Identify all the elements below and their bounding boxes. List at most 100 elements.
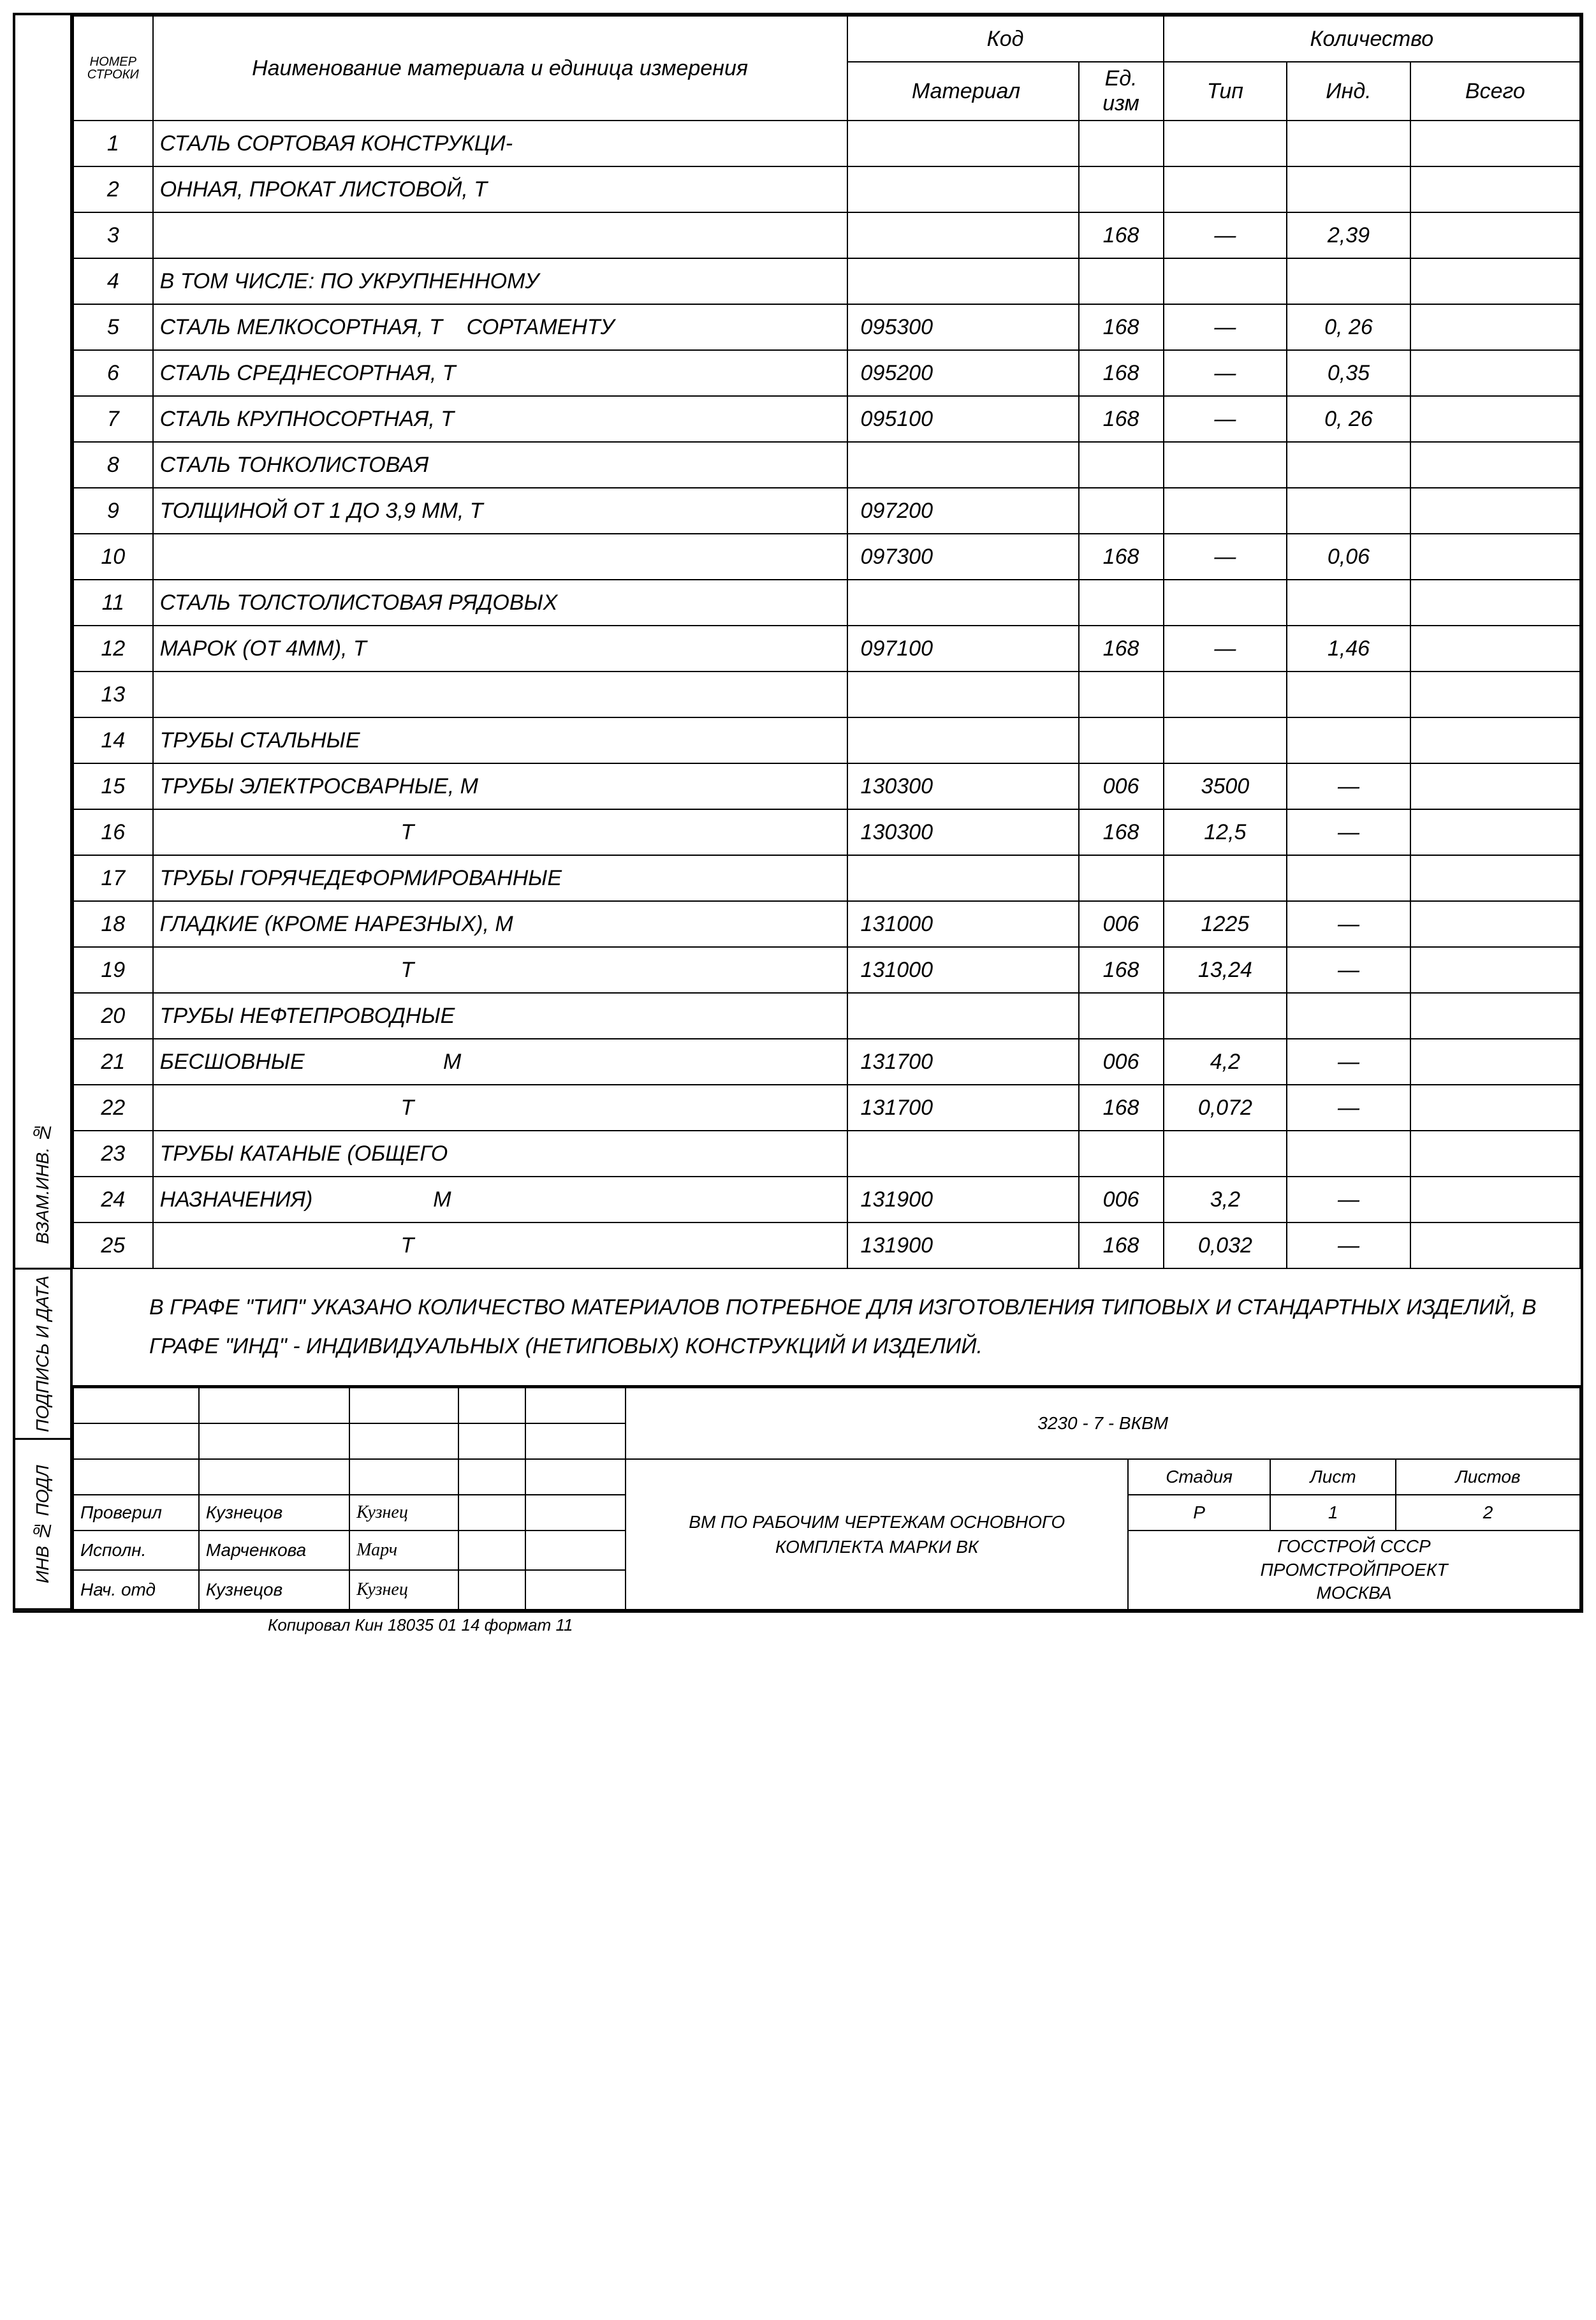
row-number: 25 [73,1222,153,1268]
row-number: 17 [73,855,153,901]
qty-ind [1287,672,1410,717]
material-name: Сталь сортовая конструкци- [153,121,847,166]
qty-ind: 0, 26 [1287,304,1410,350]
qty-tip: 4,2 [1164,1039,1287,1085]
qty-total [1410,166,1580,212]
qty-total [1410,626,1580,672]
name-head: Кузнецов [199,1570,349,1610]
row-number: 18 [73,901,153,947]
col-header-unit: Ед. изм [1079,62,1164,121]
qty-ind: 0,35 [1287,350,1410,396]
unit-code: 168 [1079,626,1164,672]
document-description: ВМ по рабочим чертежам основного комплек… [626,1459,1128,1609]
qty-total [1410,350,1580,396]
row-number: 9 [73,488,153,534]
row-number: 5 [73,304,153,350]
material-name: т [153,1085,847,1131]
material-code: 131900 [847,1177,1079,1222]
qty-total [1410,901,1580,947]
table-row: 12марок (от 4мм), т097100168—1,46 [73,626,1580,672]
material-code: 097200 [847,488,1079,534]
qty-tip [1164,166,1287,212]
qty-tip [1164,672,1287,717]
qty-total [1410,396,1580,442]
qty-total [1410,809,1580,855]
qty-ind: — [1287,901,1410,947]
row-number: 7 [73,396,153,442]
material-code [847,258,1079,304]
unit-code [1079,580,1164,626]
material-name: Сталь мелкосортная, т сортаменту [153,304,847,350]
qty-ind [1287,855,1410,901]
margin-spacer [15,15,70,1099]
qty-total [1410,993,1580,1039]
row-number: 12 [73,626,153,672]
table-row: 17Трубы горячедеформированные [73,855,1580,901]
sheet-value: 1 [1270,1495,1396,1531]
material-code: 130300 [847,763,1079,809]
left-binding-margin: Взам.инв. № Подпись и дата Инв № подл [15,15,73,1610]
qty-ind: — [1287,1177,1410,1222]
material-name: Трубы стальные [153,717,847,763]
sig-checked: Кузнец [349,1495,458,1531]
row-number: 22 [73,1085,153,1131]
table-row: 6Сталь среднесортная, т095200168—0,35 [73,350,1580,396]
material-code: 130300 [847,809,1079,855]
table-row: 15Трубы электросварные, м1303000063500— [73,763,1580,809]
qty-ind: — [1287,763,1410,809]
qty-ind [1287,488,1410,534]
col-header-total: Всего [1410,62,1580,121]
material-code [847,672,1079,717]
qty-ind [1287,121,1410,166]
col-header-material: Материал [847,62,1079,121]
material-code: 131000 [847,901,1079,947]
qty-total [1410,672,1580,717]
qty-tip: 3,2 [1164,1177,1287,1222]
material-code: 131700 [847,1085,1079,1131]
unit-code [1079,488,1164,534]
row-number: 19 [73,947,153,993]
qty-ind [1287,258,1410,304]
material-name: Сталь крупносортная, т [153,396,847,442]
material-name: Трубы электросварные, м [153,763,847,809]
material-name [153,672,847,717]
row-number: 14 [73,717,153,763]
unit-code [1079,993,1164,1039]
material-name: Трубы горячедеформированные [153,855,847,901]
org-line1: Госстрой СССР [1277,1536,1430,1556]
main-content: Номер строки Наименование материала и ед… [73,15,1581,1610]
table-row: 3168—2,39 [73,212,1580,258]
margin-cell-sign-date: Подпись и дата [15,1270,70,1440]
row-number: 24 [73,1177,153,1222]
row-number: 21 [73,1039,153,1085]
qty-total [1410,304,1580,350]
unit-code: 168 [1079,304,1164,350]
qty-total [1410,1222,1580,1268]
unit-code: 168 [1079,212,1164,258]
material-name: Трубы нефтепроводные [153,993,847,1039]
material-name: Трубы катаные (общего [153,1131,847,1177]
stage-label: Стадия [1128,1459,1270,1495]
footnote-text: В графе "Тип" указано количество материа… [73,1269,1581,1385]
material-code [847,993,1079,1039]
qty-total [1410,717,1580,763]
table-row: 10097300168—0,06 [73,534,1580,580]
qty-tip: — [1164,626,1287,672]
qty-tip [1164,717,1287,763]
material-code [847,212,1079,258]
row-number: 15 [73,763,153,809]
qty-tip: — [1164,350,1287,396]
material-name [153,212,847,258]
table-row: 13 [73,672,1580,717]
qty-tip [1164,121,1287,166]
qty-tip [1164,1131,1287,1177]
qty-total [1410,121,1580,166]
sig-head: Кузнец [349,1570,458,1610]
table-row: 16 т13030016812,5— [73,809,1580,855]
qty-ind [1287,442,1410,488]
qty-tip: 13,24 [1164,947,1287,993]
organization-block: Госстрой СССР Промстройпроект Москва [1128,1531,1580,1609]
row-number: 3 [73,212,153,258]
qty-total [1410,534,1580,580]
material-code: 131000 [847,947,1079,993]
